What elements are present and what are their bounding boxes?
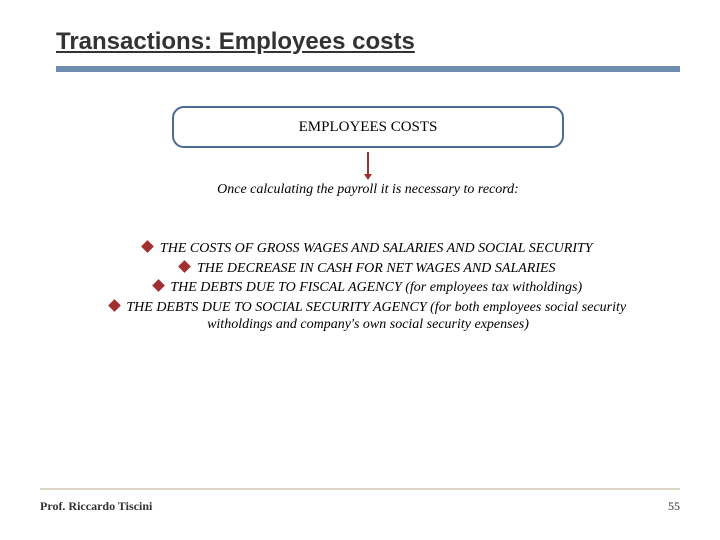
- bullet-list: THE COSTS OF GROSS WAGES AND SALARIES AN…: [98, 240, 638, 334]
- bullet-text: THE COSTS OF GROSS WAGES AND SALARIES AN…: [156, 241, 592, 256]
- diamond-icon: [142, 240, 155, 253]
- heading-box-label: EMPLOYEES COSTS: [299, 119, 438, 136]
- bullet-text: THE DEBTS DUE TO SOCIAL SECURITY AGENCY …: [123, 300, 626, 333]
- footer-author: Prof. Riccardo Tiscini: [40, 499, 152, 514]
- slide-title: Transactions: Employees costs: [56, 28, 680, 56]
- bullet-item: THE DEBTS DUE TO FISCAL AGENCY (for empl…: [98, 279, 638, 297]
- intro-text: Once calculating the payroll it is neces…: [56, 182, 680, 198]
- slide: Transactions: Employees costs EMPLOYEES …: [0, 0, 720, 540]
- bullet-item: THE COSTS OF GROSS WAGES AND SALARIES AN…: [98, 240, 638, 258]
- footer-rule: [40, 488, 680, 490]
- arrow-down-icon: [362, 152, 374, 180]
- bullet-text: THE DEBTS DUE TO FISCAL AGENCY (for empl…: [167, 280, 582, 295]
- diamond-icon: [179, 260, 192, 273]
- bullet-item: THE DECREASE IN CASH FOR NET WAGES AND S…: [98, 260, 638, 278]
- arrow-down: [56, 152, 680, 180]
- title-underline-rule: [56, 66, 680, 72]
- diamond-icon: [152, 279, 165, 292]
- bullet-item: THE DEBTS DUE TO SOCIAL SECURITY AGENCY …: [98, 299, 638, 334]
- bullet-text: THE DECREASE IN CASH FOR NET WAGES AND S…: [193, 261, 555, 276]
- diamond-icon: [108, 299, 121, 312]
- footer-page-number: 55: [668, 499, 680, 514]
- heading-box: EMPLOYEES COSTS: [172, 106, 564, 148]
